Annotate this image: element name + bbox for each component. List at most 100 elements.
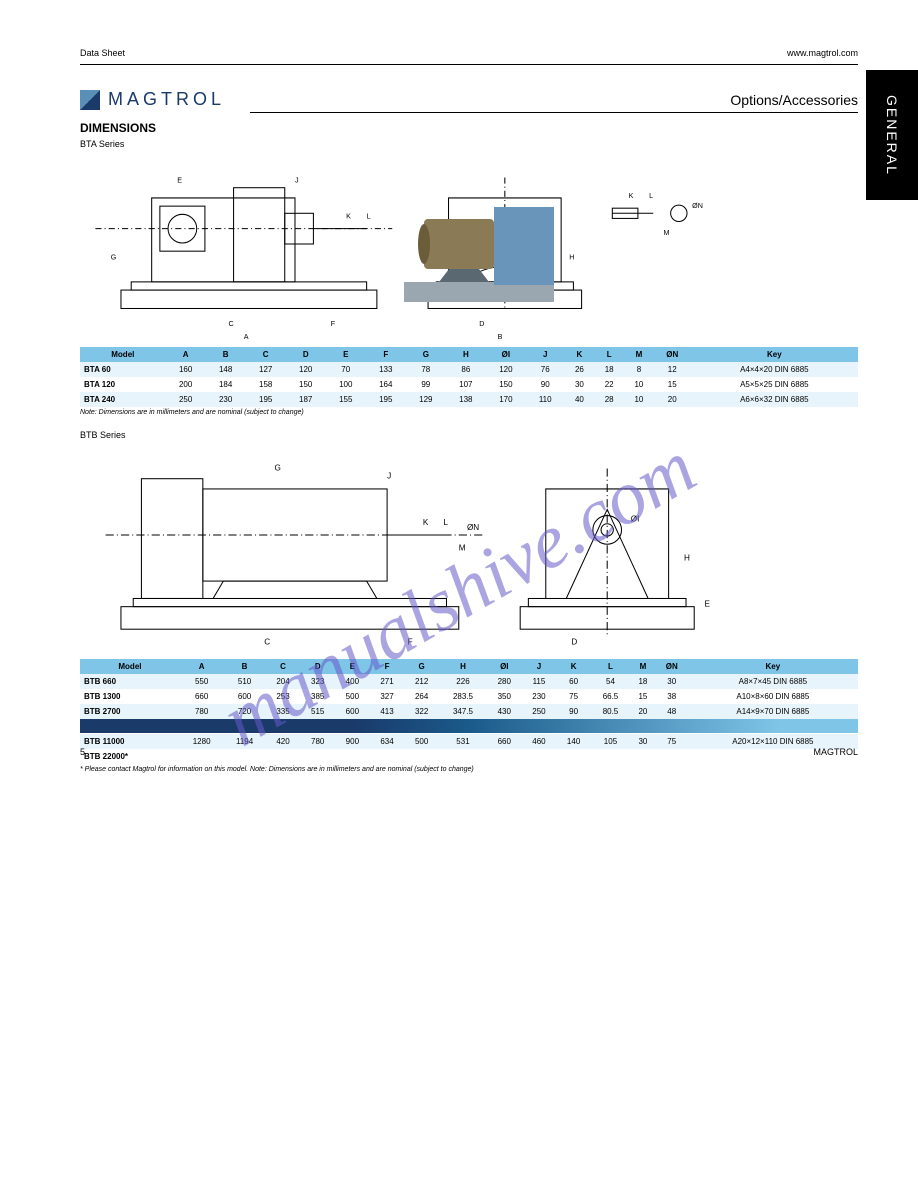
value-cell: 15 bbox=[630, 689, 656, 704]
column-header: J bbox=[526, 347, 565, 362]
svg-text:H: H bbox=[684, 554, 690, 563]
value-cell: 129 bbox=[406, 392, 446, 407]
value-cell: 90 bbox=[556, 704, 591, 719]
value-cell: 99 bbox=[406, 377, 446, 392]
value-cell: 271 bbox=[370, 674, 405, 689]
value-cell: 720 bbox=[223, 704, 265, 719]
value-cell: 48 bbox=[656, 704, 688, 719]
bta-figure: EJ CF A G KL DB HØI bbox=[80, 157, 858, 343]
value-cell: 430 bbox=[487, 704, 522, 719]
svg-text:E: E bbox=[704, 600, 710, 609]
value-cell: 280 bbox=[487, 674, 522, 689]
value-cell: A6×6×32 DIN 6885 bbox=[691, 392, 858, 407]
column-header: C bbox=[266, 659, 301, 674]
svg-text:J: J bbox=[387, 472, 391, 481]
column-header: K bbox=[565, 347, 595, 362]
value-cell: 40 bbox=[565, 392, 595, 407]
column-header: ØN bbox=[656, 659, 688, 674]
value-cell: 115 bbox=[522, 674, 557, 689]
page: Data Sheet www.magtrol.com MAGTROL Optio… bbox=[0, 0, 918, 813]
value-cell: 20 bbox=[630, 704, 656, 719]
column-header: H bbox=[439, 659, 487, 674]
value-cell: A8×7×45 DIN 6885 bbox=[688, 674, 858, 689]
value-cell: 510 bbox=[223, 674, 265, 689]
table-row: BTA 240250230195187155195129138170110402… bbox=[80, 392, 858, 407]
value-cell: 30 bbox=[656, 674, 688, 689]
value-cell: 90 bbox=[526, 377, 565, 392]
model-cell: BTB 660 bbox=[80, 674, 180, 689]
value-cell: 515 bbox=[300, 704, 335, 719]
value-cell: 15 bbox=[654, 377, 691, 392]
value-cell: 78 bbox=[406, 362, 446, 377]
column-header: ØI bbox=[487, 659, 522, 674]
column-header: H bbox=[446, 347, 486, 362]
datasheet-link[interactable]: Data Sheet bbox=[80, 48, 125, 58]
value-cell: 264 bbox=[404, 689, 439, 704]
value-cell: 120 bbox=[286, 362, 326, 377]
column-header: K bbox=[556, 659, 591, 674]
dimensions-heading: DIMENSIONS bbox=[80, 121, 858, 135]
column-header: B bbox=[206, 347, 246, 362]
bta-heading: BTA Series bbox=[80, 139, 858, 149]
value-cell: 187 bbox=[286, 392, 326, 407]
value-cell: 250 bbox=[522, 704, 557, 719]
value-cell: 60 bbox=[556, 674, 591, 689]
value-cell: 138 bbox=[446, 392, 486, 407]
column-header: ØN bbox=[654, 347, 691, 362]
value-cell: 155 bbox=[326, 392, 366, 407]
value-cell: 780 bbox=[180, 704, 224, 719]
column-header: F bbox=[366, 347, 406, 362]
value-cell: 12 bbox=[654, 362, 691, 377]
value-cell: A4×4×20 DIN 6885 bbox=[691, 362, 858, 377]
model-cell: BTB 1300 bbox=[80, 689, 180, 704]
value-cell: 110 bbox=[526, 392, 565, 407]
value-cell: 212 bbox=[404, 674, 439, 689]
logo-icon bbox=[80, 90, 100, 110]
column-header: A bbox=[180, 659, 224, 674]
bta-photo bbox=[90, 187, 868, 307]
table-row: BTA 120200184158150100164991071509030221… bbox=[80, 377, 858, 392]
url-link[interactable]: www.magtrol.com bbox=[787, 48, 858, 58]
column-header: G bbox=[406, 347, 446, 362]
column-header: M bbox=[630, 659, 656, 674]
column-header: D bbox=[300, 659, 335, 674]
table-row: BTA 60160148127120701337886120762618812A… bbox=[80, 362, 858, 377]
bta-head-row: ModelABCDEFGHØIJKLMØNKey bbox=[80, 347, 858, 362]
value-cell: 500 bbox=[335, 689, 370, 704]
value-cell: A5×5×25 DIN 6885 bbox=[691, 377, 858, 392]
value-cell: 413 bbox=[370, 704, 405, 719]
btb-heading: BTB Series bbox=[80, 430, 858, 440]
value-cell: 10 bbox=[624, 392, 654, 407]
value-cell: 385 bbox=[300, 689, 335, 704]
value-cell: 70 bbox=[326, 362, 366, 377]
value-cell: 660 bbox=[180, 689, 224, 704]
tab-label: GENERAL bbox=[884, 95, 900, 176]
value-cell: 323 bbox=[300, 674, 335, 689]
column-header: L bbox=[594, 347, 624, 362]
value-cell: 54 bbox=[591, 674, 630, 689]
value-cell: 160 bbox=[166, 362, 206, 377]
value-cell: 26 bbox=[565, 362, 595, 377]
table-row: BTB 660550510204323400271212226280115605… bbox=[80, 674, 858, 689]
value-cell: 22 bbox=[594, 377, 624, 392]
column-header: F bbox=[370, 659, 405, 674]
value-cell: 204 bbox=[266, 674, 301, 689]
svg-text:B: B bbox=[597, 652, 602, 653]
svg-text:E: E bbox=[177, 177, 182, 185]
svg-text:C: C bbox=[264, 638, 270, 647]
column-header: D bbox=[286, 347, 326, 362]
svg-text:K: K bbox=[423, 518, 429, 527]
value-cell: 253 bbox=[266, 689, 301, 704]
value-cell: 158 bbox=[246, 377, 286, 392]
value-cell: 100 bbox=[326, 377, 366, 392]
value-cell: 164 bbox=[366, 377, 406, 392]
svg-text:D: D bbox=[479, 320, 484, 328]
column-header: Key bbox=[691, 347, 858, 362]
table-row: BTB 2700780720335515600413322347.5430250… bbox=[80, 704, 858, 719]
value-cell: 148 bbox=[206, 362, 246, 377]
svg-text:L: L bbox=[443, 518, 448, 527]
value-cell: 20 bbox=[654, 392, 691, 407]
value-cell: 350 bbox=[487, 689, 522, 704]
svg-text:D: D bbox=[571, 638, 577, 647]
value-cell: 335 bbox=[266, 704, 301, 719]
